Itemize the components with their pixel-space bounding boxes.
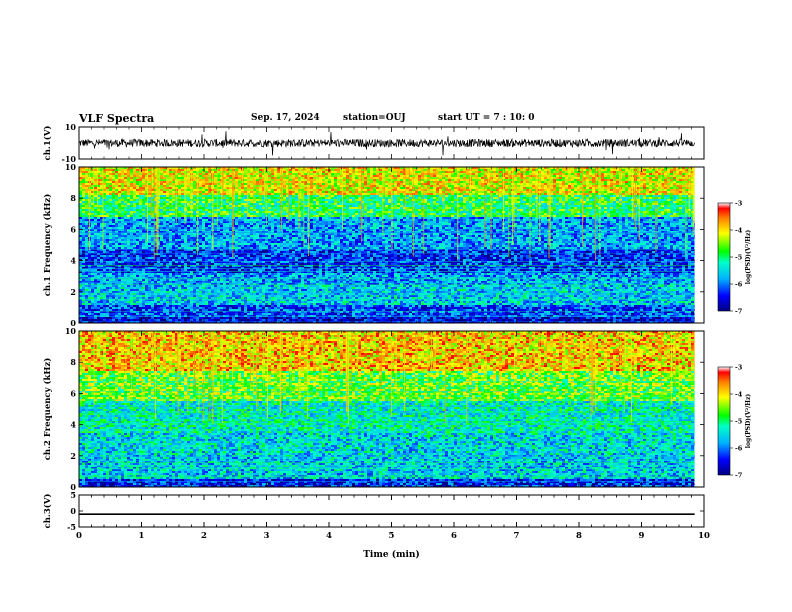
chart-title: VLF Spectra bbox=[79, 112, 154, 125]
colorbar-tick-label: -7 bbox=[735, 308, 742, 316]
ch1-waveform-trace bbox=[79, 131, 695, 156]
y-tick-label: 5 bbox=[70, 490, 76, 500]
y-tick-label: 0 bbox=[70, 318, 76, 328]
y-tick-label: 4 bbox=[70, 420, 76, 430]
y-tick-label: 6 bbox=[70, 224, 76, 234]
y-tick-label: -5 bbox=[67, 522, 76, 532]
x-axis-label: Time (min) bbox=[363, 549, 420, 560]
y-tick-label: 2 bbox=[70, 451, 76, 461]
x-tick-label: 0 bbox=[76, 531, 82, 541]
colorbar-tick-label: -5 bbox=[735, 254, 743, 262]
ch2-spectrogram-ylabel: ch.2 Frequency (kHz) bbox=[42, 358, 53, 461]
x-tick-label: 8 bbox=[576, 531, 582, 541]
ch1-spectrogram-ylabel: ch.1 Frequency (kHz) bbox=[42, 194, 53, 297]
ch2-spectrogram-colorbar-label: log(PSD)(V²/Hz) bbox=[745, 394, 752, 449]
y-tick-label: 0 bbox=[70, 482, 76, 492]
colorbar-tick-label: -5 bbox=[735, 418, 743, 426]
x-tick-label: 4 bbox=[326, 531, 332, 541]
y-tick-label: 10 bbox=[65, 326, 77, 336]
y-tick-label: 6 bbox=[70, 388, 76, 398]
x-tick-label: 5 bbox=[389, 531, 395, 541]
x-tick-label: 3 bbox=[264, 531, 270, 541]
ch1-spectrogram-colorbar bbox=[717, 202, 731, 312]
x-tick-label: 10 bbox=[698, 531, 710, 541]
colorbar-tick-label: -6 bbox=[735, 445, 743, 453]
x-tick-label: 6 bbox=[451, 531, 457, 541]
colorbar-tick-label: -7 bbox=[735, 472, 742, 480]
colorbar-tick-label: -6 bbox=[735, 281, 743, 289]
y-tick-label: 10 bbox=[65, 122, 77, 132]
ch2-spectrogram-colorbar bbox=[717, 366, 731, 476]
colorbar-tick-label: -3 bbox=[735, 364, 743, 372]
colorbar-tick-label: -3 bbox=[735, 200, 743, 208]
colorbar-tick-label: -4 bbox=[735, 391, 743, 399]
y-tick-label: 4 bbox=[70, 256, 76, 266]
y-tick-label: 8 bbox=[70, 193, 76, 203]
y-tick-label: -10 bbox=[62, 154, 77, 164]
start-ut-label: start UT = 7 : 10: 0 bbox=[438, 113, 535, 123]
ch3-waveform-ylabel: ch.3(V) bbox=[42, 494, 53, 529]
station-label: station=OUJ bbox=[343, 113, 406, 123]
y-tick-label: 10 bbox=[65, 162, 77, 172]
ch1-spectrogram-cells bbox=[79, 167, 695, 323]
ch1-waveform-ylabel: ch.1(V) bbox=[42, 126, 53, 161]
x-tick-label: 2 bbox=[201, 531, 207, 541]
colorbar-tick-label: -4 bbox=[735, 227, 743, 235]
ch2-spectrogram-cells bbox=[79, 331, 695, 487]
x-tick-label: 9 bbox=[639, 531, 645, 541]
date-label: Sep. 17, 2024 bbox=[251, 113, 320, 123]
y-tick-label: 2 bbox=[70, 287, 76, 297]
ch1-spectrogram-colorbar-label: log(PSD)(V²/Hz) bbox=[745, 230, 752, 285]
x-tick-label: 1 bbox=[139, 531, 145, 541]
x-tick-label: 7 bbox=[514, 531, 520, 541]
y-tick-label: 0 bbox=[70, 506, 76, 516]
y-tick-label: 8 bbox=[70, 357, 76, 367]
